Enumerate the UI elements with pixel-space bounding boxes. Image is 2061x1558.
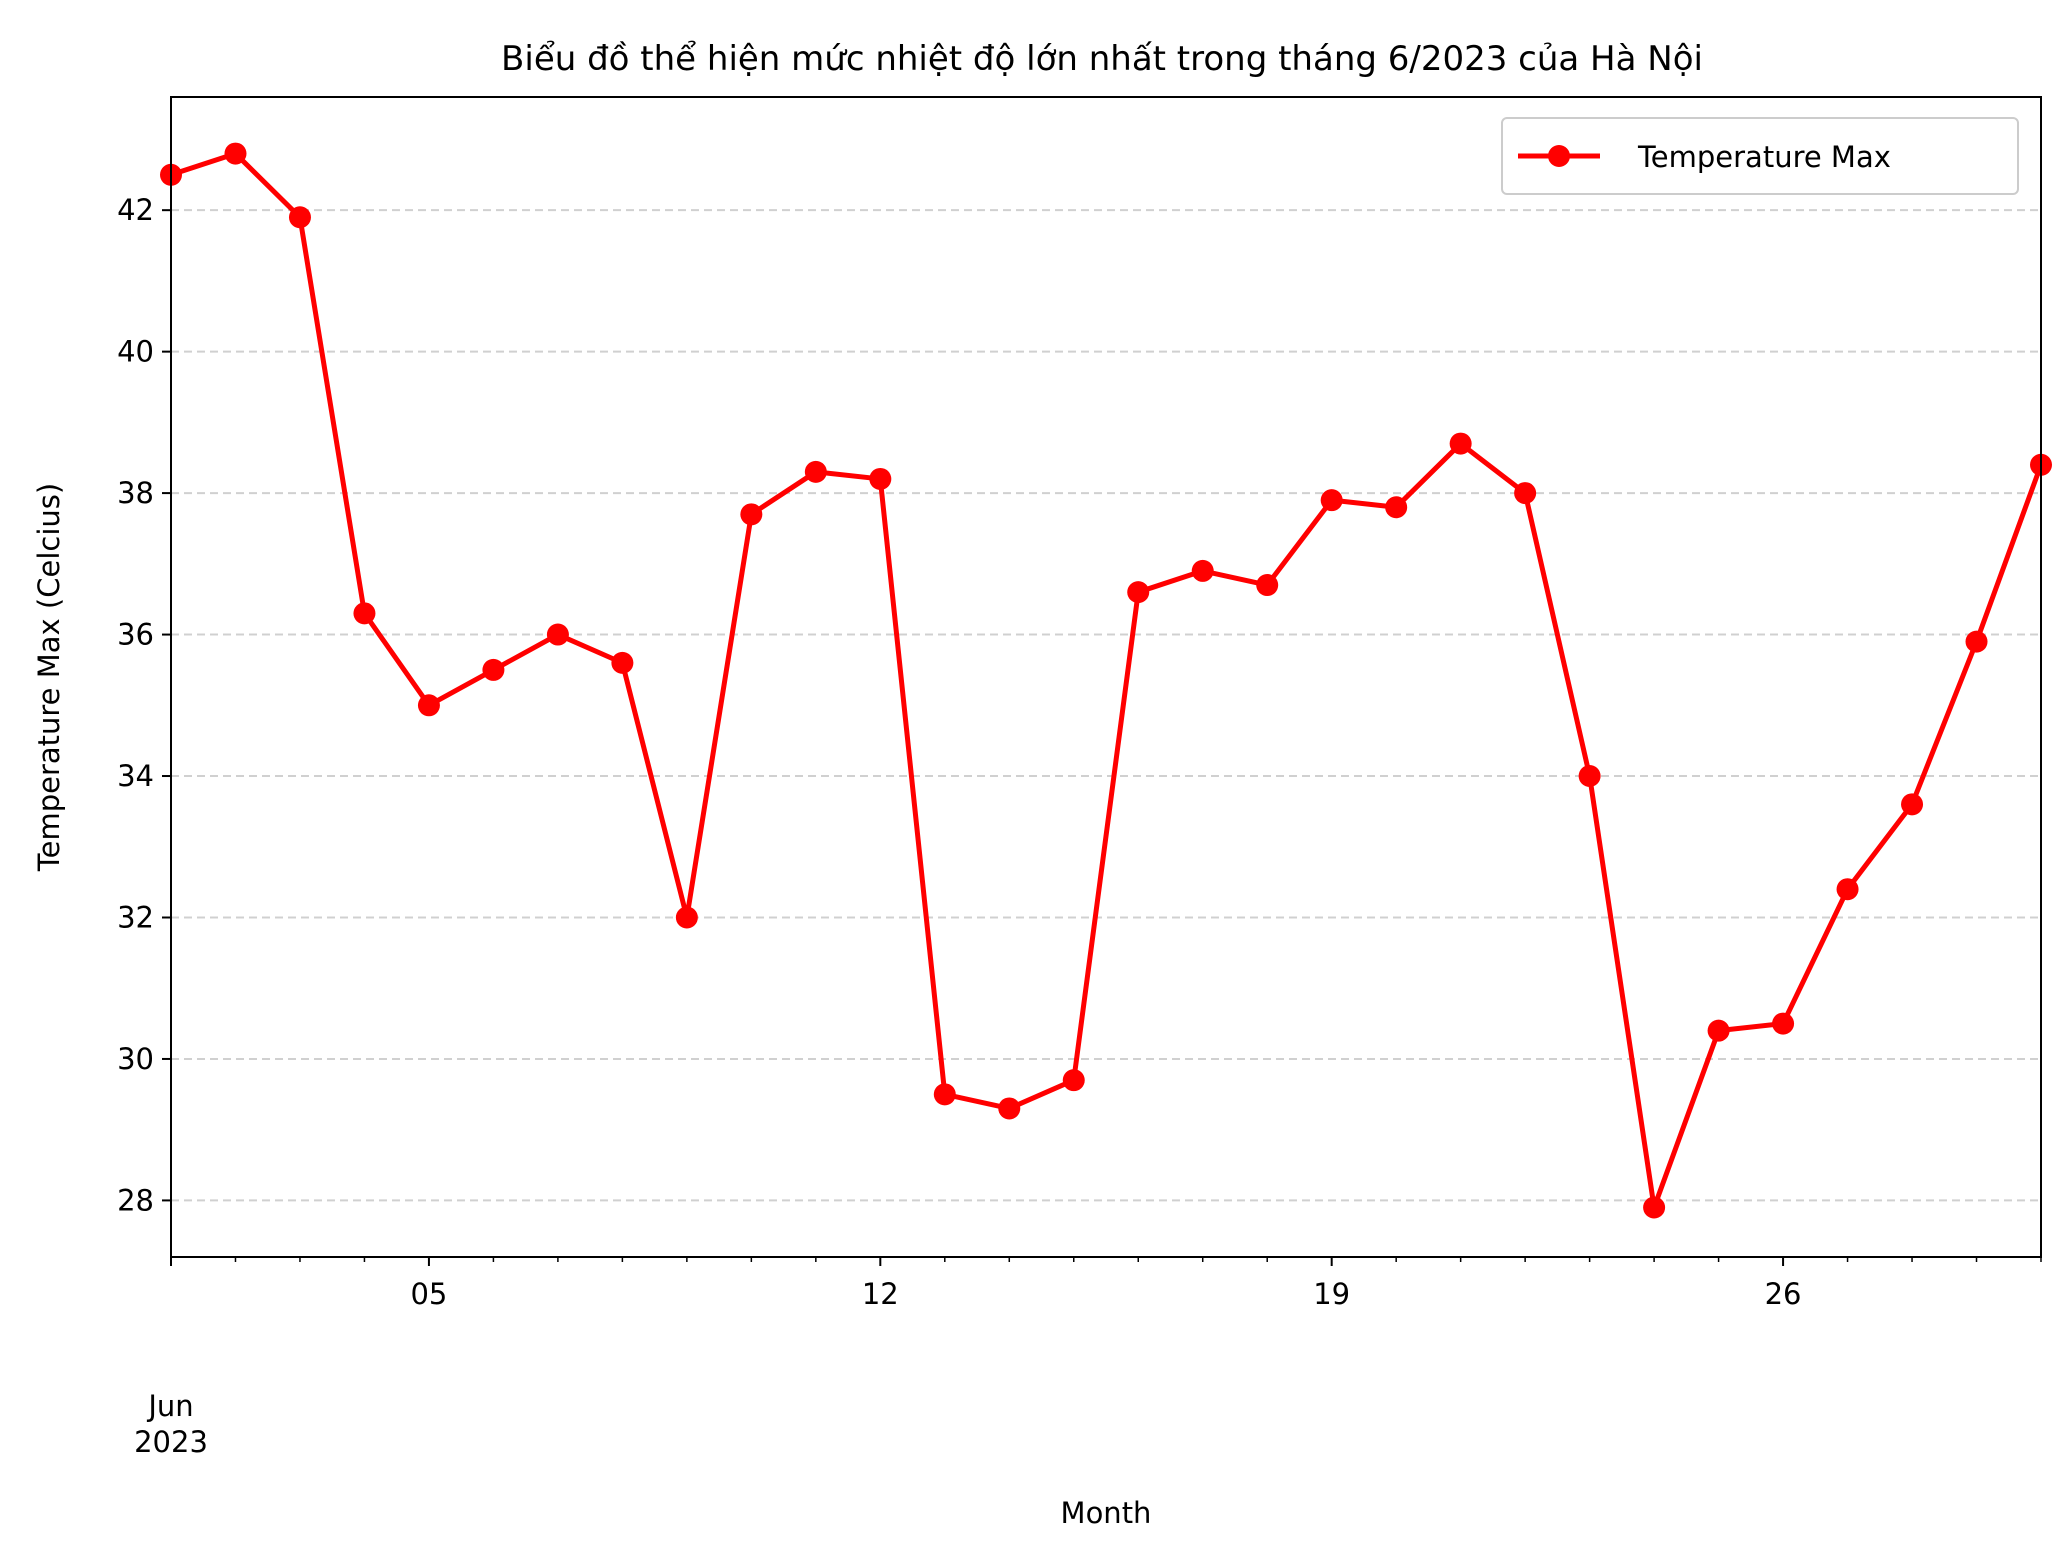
data-point — [1965, 630, 1988, 653]
data-point — [1256, 574, 1279, 597]
data-point — [417, 694, 440, 717]
data-point — [1191, 559, 1214, 582]
series-layer — [160, 142, 2052, 1219]
data-point — [740, 503, 763, 526]
x-tick-label: 05 — [410, 1277, 447, 1311]
y-tick-label: 28 — [117, 1183, 154, 1217]
x-tick-year-label: 2023 — [134, 1425, 208, 1459]
data-point — [1643, 1196, 1666, 1219]
data-point — [1449, 432, 1472, 455]
y-tick-label: 32 — [117, 900, 154, 934]
data-point — [1836, 878, 1859, 901]
data-point — [998, 1097, 1021, 1120]
chart-title: Biểu đồ thể hiện mức nhiệt độ lớn nhất t… — [501, 39, 1703, 79]
y-tick-label: 36 — [117, 618, 154, 652]
data-point — [224, 142, 247, 165]
y-tick-label: 40 — [117, 335, 154, 369]
x-axis: 05 12 19 26 — [170, 1257, 2042, 1311]
data-point — [546, 623, 569, 646]
data-point — [869, 467, 892, 490]
y-tick-label: 38 — [117, 476, 154, 510]
legend: Temperature Max — [1501, 117, 2019, 195]
data-point — [1320, 489, 1343, 512]
data-point — [1062, 1069, 1085, 1092]
x-tick-label: 19 — [1313, 1277, 1350, 1311]
data-point — [1385, 496, 1408, 519]
x-tick-month-label: Jun — [146, 1389, 193, 1423]
data-point — [1578, 765, 1601, 788]
y-axis: 28 30 32 34 36 38 40 42 — [117, 193, 171, 1217]
legend-frame — [1501, 117, 2019, 195]
data-point — [1772, 1012, 1795, 1035]
data-point — [611, 651, 634, 674]
y-tick-label: 34 — [117, 759, 154, 793]
x-tick-label: 12 — [862, 1277, 899, 1311]
y-tick-label: 42 — [117, 193, 154, 227]
data-point — [353, 602, 376, 625]
data-point — [804, 460, 827, 483]
data-point — [1514, 482, 1537, 505]
data-point — [482, 658, 505, 681]
data-point — [288, 206, 311, 229]
x-axis-label: Month — [1061, 1496, 1152, 1530]
y-tick-label: 30 — [117, 1042, 154, 1076]
plot-frame — [170, 96, 2042, 1258]
grid-layer — [171, 209, 2041, 1202]
series-line — [170, 151, 2044, 1210]
data-point — [675, 906, 698, 929]
y-axis-label: Temperature Max (Celcius) — [32, 483, 66, 872]
data-point — [1127, 581, 1150, 604]
data-point — [1901, 793, 1924, 816]
x-tick-label: 26 — [1765, 1277, 1802, 1311]
legend-label: Temperature Max — [1637, 140, 1891, 174]
data-point — [1707, 1019, 1730, 1042]
legend-swatch-marker — [1548, 145, 1570, 167]
data-point — [933, 1083, 956, 1106]
